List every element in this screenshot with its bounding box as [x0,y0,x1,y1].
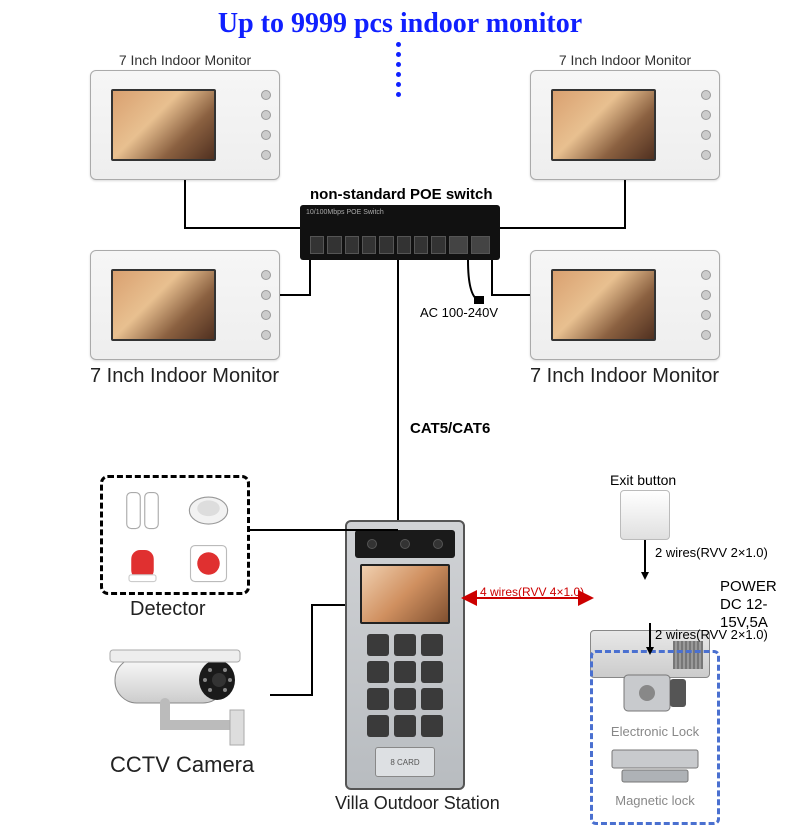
indoor-monitor-tl [90,70,280,180]
wire-label-exit: 2 wires(RVV 2×1.0) [655,545,768,560]
monitor-screen [111,269,216,341]
monitor-label-bl: 7 Inch Indoor Monitor [90,365,279,388]
magnetic-lock-label: Magnetic lock [615,793,694,808]
station-screen [360,564,450,624]
magnetic-lock-icon [610,746,700,786]
exit-button-label: Exit button [610,472,676,488]
cctv-camera-icon [105,640,270,750]
indoor-monitor-bl [90,250,280,360]
monitor-label-tr: 7 Inch Indoor Monitor [530,52,720,68]
poe-switch: 10/100Mbps POE Switch [300,205,500,260]
continuation-dots [396,42,401,97]
camera-label: CCTV Camera [110,752,254,778]
power-label-line1: POWER [720,578,800,596]
monitor-label-br: 7 Inch Indoor Monitor [530,365,719,388]
ac-power-label: AC 100-240V [420,305,498,320]
monitor-screen [551,269,656,341]
page-title: Up to 9999 pcs indoor monitor [0,8,800,40]
indoor-monitor-br [530,250,720,360]
station-label: Villa Outdoor Station [335,793,500,814]
station-sensor-bar [355,530,455,558]
lock-group: Electronic Lock Magnetic lock [590,650,720,825]
smoke-detector-icon [186,488,231,533]
detector-label: Detector [130,598,206,621]
monitor-label-tl: 7 Inch Indoor Monitor [90,52,280,68]
power-label: POWER DC 12-15V,5A [720,578,800,632]
cable-label: CAT5/CAT6 [410,420,490,437]
siren-icon [120,541,165,586]
exit-button-device [620,490,670,540]
monitor-screen [551,89,656,161]
panic-button-icon [186,541,231,586]
monitor-screen [111,89,216,161]
station-card-reader: 8 CARD [375,747,435,777]
electronic-lock-label: Electronic Lock [611,724,699,739]
indoor-monitor-tr [530,70,720,180]
switch-label: non-standard POE switch [310,186,493,203]
wire-label-station: 4 wires(RVV 4×1.0) [480,585,584,599]
detector-group [100,475,250,595]
outdoor-station: 8 CARD [345,520,465,790]
switch-model-text: 10/100Mbps POE Switch [306,209,384,216]
station-keypad [367,634,443,737]
electronic-lock-icon [620,667,690,717]
door-sensor-icon [120,488,165,533]
wire-label-lock: 2 wires(RVV 2×1.0) [655,627,768,642]
